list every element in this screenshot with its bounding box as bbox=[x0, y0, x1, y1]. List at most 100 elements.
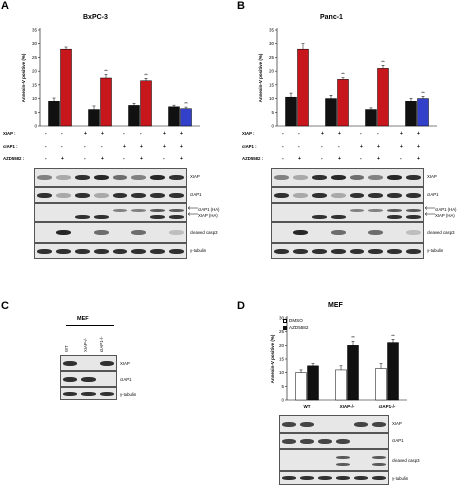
treatment-sign: + bbox=[101, 156, 104, 162]
blot-label-ciap1: cIAP1 bbox=[120, 377, 132, 382]
y-tick-label: 0 bbox=[34, 124, 37, 129]
blot-band bbox=[93, 175, 109, 180]
treatment-sign: - bbox=[282, 131, 284, 137]
y-tick-label: 30 bbox=[32, 41, 38, 46]
blot-band bbox=[406, 249, 421, 254]
y-tick-label: 15 bbox=[279, 357, 285, 362]
blot-band bbox=[74, 249, 90, 254]
row-label-azd5582: AZD5582 : bbox=[3, 156, 25, 161]
bar bbox=[100, 77, 112, 127]
y-tick-label: 35 bbox=[32, 28, 38, 33]
bar bbox=[325, 98, 337, 127]
treatment-sign: - bbox=[101, 144, 103, 150]
blot-band bbox=[93, 193, 109, 198]
bar bbox=[297, 48, 309, 127]
blot-label-tubulin: γ-tubulin bbox=[190, 248, 207, 253]
blot-band bbox=[282, 476, 296, 480]
y-tick-label: 5 bbox=[271, 110, 274, 115]
lane-label-wt: WT bbox=[64, 345, 69, 352]
bar bbox=[168, 106, 180, 127]
treatment-sign: + bbox=[400, 131, 403, 137]
panel-d-legend: DMSO AZD5582 bbox=[283, 318, 323, 334]
treatment-sign: + bbox=[417, 156, 420, 162]
treatment-sign: + bbox=[163, 144, 166, 150]
blot-band bbox=[93, 249, 109, 254]
blot-band bbox=[336, 463, 350, 466]
blot-label-xiap-ha: XIAP (HA) bbox=[198, 213, 218, 218]
treatment-sign: - bbox=[360, 156, 362, 162]
blot-band bbox=[169, 215, 184, 219]
blot-band bbox=[368, 209, 384, 212]
title-underline bbox=[66, 325, 114, 326]
y-tick-label: 10 bbox=[32, 96, 38, 101]
y-tick-label: 30 bbox=[279, 316, 285, 321]
blot-band bbox=[349, 209, 365, 212]
y-tick-label: 5 bbox=[34, 110, 37, 115]
blot-band bbox=[150, 249, 166, 254]
y-axis-label: Annexin-V positive (%) bbox=[270, 334, 275, 383]
blot-band bbox=[318, 439, 332, 444]
row-label-xiap: XIAP : bbox=[242, 131, 255, 136]
blot-band bbox=[150, 175, 166, 180]
treatment-sign: + bbox=[163, 131, 166, 137]
blot-band bbox=[336, 476, 350, 480]
blot-band bbox=[300, 439, 314, 444]
blot-label-xiap: XIAP bbox=[190, 174, 200, 179]
blot-band bbox=[274, 249, 289, 254]
blot-band bbox=[330, 175, 346, 180]
y-tick-label: 0 bbox=[281, 398, 284, 403]
panel-b-title: Panc-1 bbox=[320, 14, 343, 21]
blot-band bbox=[150, 193, 166, 198]
treatment-sign: - bbox=[123, 156, 125, 162]
row-label-ciap1: cIAP1 : bbox=[3, 144, 18, 149]
blot-band bbox=[169, 209, 184, 212]
panel-b-treatment-table: XIAP : cIAP1 : AZD5582 : - - + + - - + + - - - - + + +… bbox=[237, 131, 462, 165]
blot-label-xiap-ha: XIAP (HA) bbox=[435, 213, 455, 218]
blot-xiap bbox=[271, 168, 424, 187]
blot-xiap bbox=[279, 415, 389, 433]
blot-band bbox=[93, 230, 109, 235]
treatment-sign: - bbox=[360, 131, 362, 137]
blot-band bbox=[131, 249, 147, 254]
blot-label-ciap1-ha: cIAP1 (HA) bbox=[435, 207, 457, 212]
blot-band bbox=[292, 193, 308, 198]
blot-band bbox=[74, 215, 90, 219]
panel-b-bar-chart: 0 5 10 15 20 25 30 35 Annexin-V positive (%) ** **… bbox=[258, 28, 437, 129]
treatment-sign: - bbox=[45, 156, 47, 162]
blot-band bbox=[349, 193, 365, 198]
blot-ciap1 bbox=[279, 433, 389, 449]
blot-band bbox=[112, 209, 128, 212]
blot-band bbox=[63, 377, 78, 382]
y-tick-label: 25 bbox=[269, 55, 275, 60]
y-tick-label: 0 bbox=[271, 124, 274, 129]
row-label-xiap: XIAP : bbox=[3, 131, 16, 136]
treatment-sign: + bbox=[61, 156, 64, 162]
blot-band bbox=[330, 193, 346, 198]
bar bbox=[60, 48, 72, 127]
y-tick-label: 15 bbox=[32, 82, 38, 87]
blot-band bbox=[387, 193, 403, 198]
blot-band bbox=[93, 215, 109, 219]
blot-band bbox=[63, 392, 78, 396]
bar bbox=[365, 109, 377, 127]
blot-label-cleaved-casp3: cleaved casp3 bbox=[427, 230, 455, 235]
legend-label-azd5582: AZD5582 bbox=[289, 325, 309, 330]
blot-band bbox=[311, 249, 327, 254]
blot-band bbox=[354, 422, 368, 427]
blot-label-ciap1: cIAP1 bbox=[427, 192, 439, 197]
blot-band bbox=[354, 476, 368, 480]
bar bbox=[88, 109, 100, 127]
ha-arrows bbox=[187, 206, 198, 216]
blot-band bbox=[37, 193, 52, 198]
row-label-ciap1: cIAP1 : bbox=[242, 144, 257, 149]
treatment-sign: - bbox=[338, 144, 340, 150]
blot-band bbox=[406, 230, 421, 235]
blot-band bbox=[37, 175, 52, 180]
treatment-sign: + bbox=[417, 144, 420, 150]
blot-band bbox=[406, 215, 421, 219]
lane-label-ciap1-ko: cIAP1-/- bbox=[99, 336, 104, 352]
blot-band bbox=[349, 175, 365, 180]
significance-label: ** bbox=[391, 333, 395, 338]
treatment-sign: - bbox=[45, 144, 47, 150]
bar bbox=[285, 96, 297, 127]
